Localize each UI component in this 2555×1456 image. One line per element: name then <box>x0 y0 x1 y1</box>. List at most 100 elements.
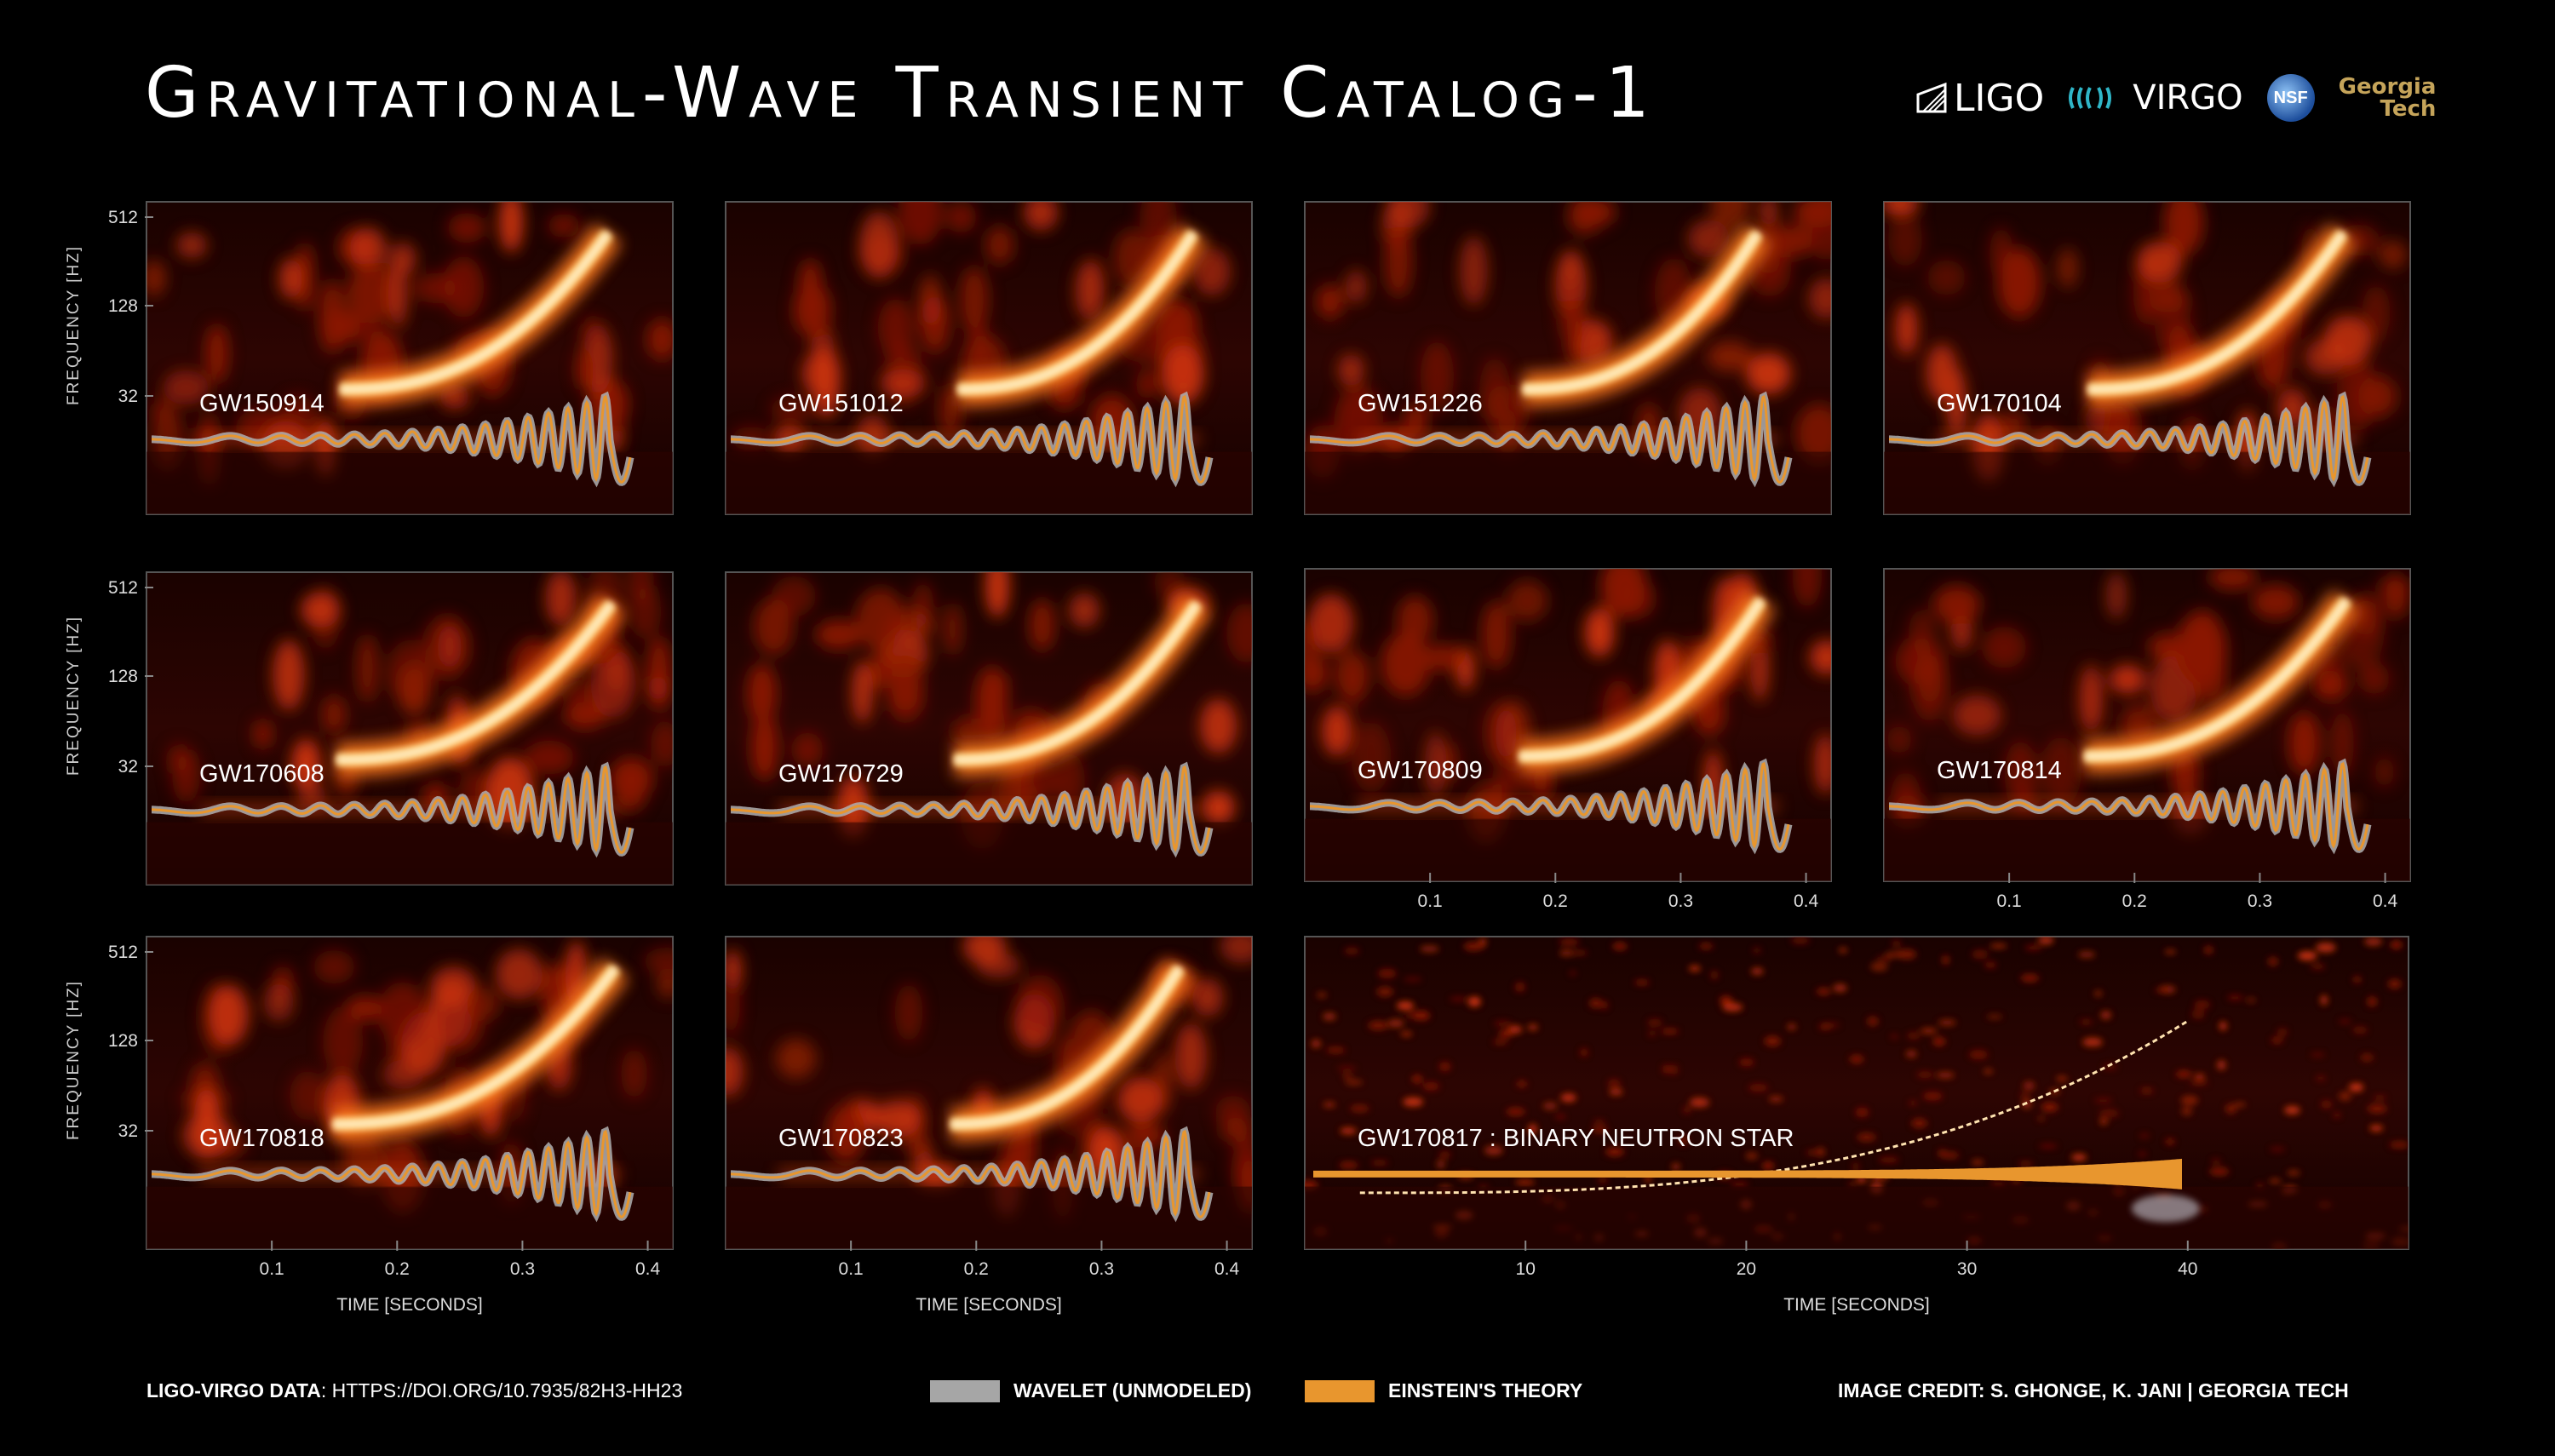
noise-blob <box>2020 974 2040 983</box>
noise-blob <box>182 1113 233 1159</box>
noise-blob <box>2172 794 2209 835</box>
noise-blob <box>1553 1226 1573 1231</box>
noise-blob <box>551 636 594 666</box>
noise-blob <box>1809 639 1831 675</box>
noise-blob <box>2306 408 2339 449</box>
noise-blob <box>2113 1186 2125 1196</box>
noise-blob <box>1323 1102 1336 1108</box>
georgia-tech-logo: Georgia Tech <box>2339 76 2437 120</box>
noise-blob <box>152 404 183 470</box>
noise-blob <box>2271 1242 2287 1249</box>
noise-blob <box>1806 1149 1824 1155</box>
noise-blob <box>1345 661 1364 708</box>
event-label: GW170809 <box>1358 757 1483 784</box>
x-tick-label: 0.1 <box>1418 891 1443 911</box>
noise-blob <box>2209 1167 2230 1176</box>
noise-blob <box>1082 1123 1113 1178</box>
noise-blob <box>2198 1206 2208 1213</box>
wavelet-waveform <box>1310 758 1793 855</box>
noise-blob <box>1884 202 1920 216</box>
noise-blob <box>1654 257 1693 328</box>
noise-blob <box>1584 607 1615 657</box>
noise-blob <box>1498 1029 1513 1038</box>
noise-blob <box>985 226 1014 265</box>
noise-blob <box>1317 284 1344 319</box>
noise-blob <box>337 228 372 267</box>
legend-einstein: EINSTEIN'S THEORY <box>1305 1379 1582 1402</box>
noise-blob <box>209 984 250 1046</box>
noise-blob <box>2139 1133 2150 1138</box>
x-tick-label: 0.3 <box>1668 891 1693 911</box>
noise-blob <box>1350 1104 1369 1112</box>
spectrogram-panel: GW170729 <box>725 571 1253 886</box>
image-credit: IMAGE CREDIT: S. GHONGE, K. JANI | GEORG… <box>1838 1379 2349 1402</box>
noise-blob <box>1559 938 1580 946</box>
noise-blob <box>2094 1098 2112 1103</box>
noise-blob <box>1411 1075 1422 1084</box>
noise-blob <box>2310 1052 2325 1057</box>
noise-blob <box>437 999 485 1053</box>
noise-blob <box>1916 1071 1934 1079</box>
noise-blob <box>629 585 662 639</box>
noise-blob <box>1748 247 1791 297</box>
noise-blob <box>1345 269 1367 304</box>
noise-blob <box>1565 300 1582 366</box>
legend-wavelet: WAVELET (UNMODELED) <box>930 1379 1251 1402</box>
noise-blob <box>2323 315 2372 366</box>
noise-blob <box>1478 937 1487 948</box>
noise-blob <box>1420 341 1455 412</box>
noise-blob <box>1609 1088 1623 1096</box>
spectrogram-panel: GW170104 <box>1883 201 2411 515</box>
spectrogram-panel: GW170608 512 128 32 FREQUENCY [HZ] <box>65 571 674 886</box>
noise-blob <box>2389 1142 2409 1148</box>
noise-blob <box>1787 1023 1797 1030</box>
noise-blob <box>1484 1145 1503 1155</box>
ligo-icon <box>1916 83 1947 113</box>
noise-blob <box>776 1039 817 1079</box>
spectrogram-panel: GW151012 <box>725 201 1253 515</box>
noise-blob <box>1693 1227 1708 1238</box>
x-tick-label: 0.1 <box>1997 891 2022 911</box>
noise-blob <box>2277 388 2308 428</box>
noise-blob <box>1938 1149 1946 1158</box>
noise-blob <box>2048 1089 2060 1094</box>
noise-blob <box>1012 710 1059 746</box>
noise-blob <box>443 256 485 318</box>
noise-blob <box>1911 1118 1927 1128</box>
noise-blob <box>1932 1037 1946 1046</box>
noise-blob <box>2100 1011 2111 1019</box>
spectrogram-panel: GW150914 512 128 32 FREQUENCY [HZ] <box>65 201 674 515</box>
wavelet-waveform <box>731 391 1214 488</box>
noise-blob <box>297 784 327 810</box>
panel-frame <box>146 571 674 886</box>
noise-blob <box>1463 942 1484 951</box>
noise-blob <box>1710 202 1751 228</box>
noise-blob <box>1334 386 1383 457</box>
noise-blob <box>589 603 618 665</box>
noise-blob <box>382 1059 424 1090</box>
noise-blob <box>1449 996 1468 1001</box>
noise-blob <box>1559 949 1574 956</box>
noise-blob <box>1514 982 1525 993</box>
noise-blob <box>1906 1032 1921 1040</box>
noise-blob <box>856 415 889 456</box>
noise-blob <box>2192 655 2227 703</box>
noise-blob <box>1495 701 1531 767</box>
noise-blob <box>859 210 899 279</box>
noise-blob <box>1868 1224 1882 1230</box>
noise-blob <box>1001 1136 1024 1189</box>
data-source-url[interactable]: : HTTPS://DOI.ORG/10.7935/82H3-HH23 <box>320 1379 683 1402</box>
noise-blob <box>1381 632 1431 696</box>
noise-blob <box>2082 1037 2103 1046</box>
noise-blob <box>1305 424 1341 479</box>
noise-blob <box>1738 1058 1754 1067</box>
noise-blob <box>1467 996 1481 1007</box>
noise-blob <box>1527 1023 1538 1031</box>
noise-blob <box>499 1141 524 1205</box>
noise-blob <box>877 298 914 357</box>
noise-blob <box>1938 1019 1956 1026</box>
noise-blob <box>1762 1161 1774 1170</box>
noise-blob <box>1396 595 1434 645</box>
y-axis-label: FREQUENCY [HZ] <box>65 245 83 405</box>
noise-blob <box>997 761 1030 814</box>
